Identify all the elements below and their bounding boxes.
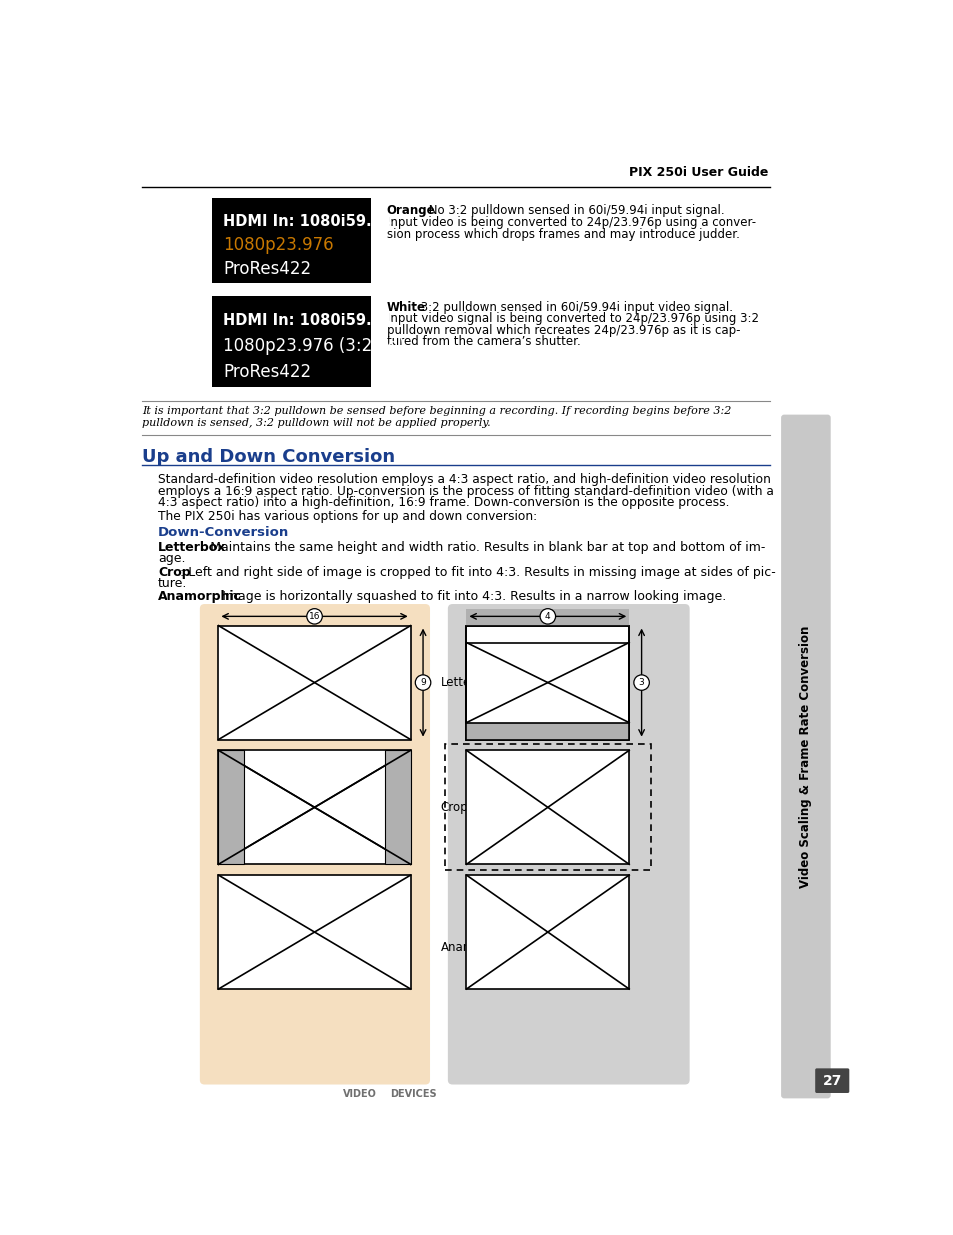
Circle shape — [633, 674, 649, 690]
Bar — [466, 609, 629, 626]
Text: age.: age. — [158, 552, 185, 566]
Text: Crop: Crop — [158, 566, 191, 578]
Text: tured from the camera’s shutter.: tured from the camera’s shutter. — [386, 336, 579, 348]
Circle shape — [539, 609, 555, 624]
Text: : 3:2 pulldown sensed in 60i/59.94i input video signal.: : 3:2 pulldown sensed in 60i/59.94i inpu… — [413, 300, 732, 314]
Bar — [466, 626, 629, 740]
Text: 3: 3 — [639, 678, 644, 687]
Text: 16: 16 — [309, 611, 320, 621]
Text: Up and Down Conversion: Up and Down Conversion — [142, 448, 395, 467]
Bar — [444, 745, 650, 871]
Text: ProRes422: ProRes422 — [223, 259, 311, 278]
Text: 1080p23.976: 1080p23.976 — [223, 236, 334, 254]
FancyBboxPatch shape — [781, 415, 830, 1098]
Bar — [218, 876, 410, 989]
Text: sion process which drops frames and may introduce judder.: sion process which drops frames and may … — [386, 227, 739, 241]
Text: White: White — [386, 300, 425, 314]
Text: Video Scaling & Frame Rate Conversion: Video Scaling & Frame Rate Conversion — [799, 625, 812, 888]
Text: pulldown is sensed, 3:2 pulldown will not be applied properly.: pulldown is sensed, 3:2 pulldown will no… — [142, 417, 491, 427]
Text: employs a 16:9 aspect ratio. Up-conversion is the process of fitting standard-de: employs a 16:9 aspect ratio. Up-conversi… — [158, 484, 773, 498]
Text: Letterbox: Letterbox — [158, 541, 226, 555]
Bar — [212, 296, 371, 387]
Text: Anamorphic: Anamorphic — [440, 941, 512, 953]
Bar — [385, 751, 410, 864]
Bar — [466, 876, 629, 989]
Bar — [212, 199, 371, 283]
Text: ture.: ture. — [158, 577, 187, 590]
Bar — [218, 626, 410, 740]
Text: Down-Conversion: Down-Conversion — [158, 526, 289, 538]
Bar — [466, 642, 629, 722]
FancyBboxPatch shape — [447, 604, 689, 1084]
Text: 1080p23.976 (3:2 pd): 1080p23.976 (3:2 pd) — [223, 337, 405, 354]
Text: Input video is being converted to 24p/23.976p using a conver-: Input video is being converted to 24p/23… — [386, 216, 755, 228]
Bar — [466, 722, 629, 740]
Text: Crop: Crop — [440, 800, 468, 814]
Text: Standard-definition video resolution employs a 4:3 aspect ratio, and high-defini: Standard-definition video resolution emp… — [158, 473, 770, 487]
Circle shape — [307, 609, 322, 624]
Text: VIDEO: VIDEO — [342, 1089, 376, 1099]
Text: DEVICES: DEVICES — [390, 1089, 436, 1099]
Text: ProRes422: ProRes422 — [223, 363, 311, 380]
Circle shape — [415, 674, 431, 690]
Bar — [218, 751, 244, 864]
FancyBboxPatch shape — [199, 604, 430, 1084]
Bar — [466, 751, 629, 864]
Bar — [466, 626, 629, 740]
Text: PIX 250i User Guide: PIX 250i User Guide — [629, 167, 768, 179]
Text: Letterbox: Letterbox — [440, 676, 497, 689]
Text: 4:3 aspect ratio) into a high-definition, 16:9 frame. Down-conversion is the opp: 4:3 aspect ratio) into a high-definition… — [158, 496, 729, 509]
Bar — [218, 751, 410, 864]
Text: It is important that 3:2 pulldown be sensed before beginning a recording. If rec: It is important that 3:2 pulldown be sen… — [142, 406, 731, 416]
Text: Anamorphic: Anamorphic — [158, 590, 242, 603]
Text: 9: 9 — [419, 678, 425, 687]
Text: : Left and right side of image is cropped to fit into 4:3. Results in missing im: : Left and right side of image is croppe… — [180, 566, 776, 578]
Text: : Maintains the same height and width ratio. Results in blank bar at top and bot: : Maintains the same height and width ra… — [202, 541, 764, 555]
Text: : No 3:2 pulldown sensed in 60i/59.94i input signal.: : No 3:2 pulldown sensed in 60i/59.94i i… — [420, 204, 723, 216]
Text: Input video signal is being converted to 24p/23.976p using 3:2: Input video signal is being converted to… — [386, 312, 758, 325]
Text: HDMI In: 1080i59.94: HDMI In: 1080i59.94 — [223, 312, 392, 327]
Text: HDMI In: 1080i59.94: HDMI In: 1080i59.94 — [223, 214, 392, 228]
Text: 27: 27 — [821, 1073, 841, 1088]
Text: Orange: Orange — [386, 204, 435, 216]
Text: : Image is horizontally squashed to fit into 4:3. Results in a narrow looking im: : Image is horizontally squashed to fit … — [213, 590, 725, 603]
FancyBboxPatch shape — [815, 1068, 848, 1093]
Text: 4: 4 — [544, 611, 550, 621]
Text: pulldown removal which recreates 24p/23.976p as it is cap-: pulldown removal which recreates 24p/23.… — [386, 324, 740, 337]
Text: The PIX 250i has various options for up and down conversion:: The PIX 250i has various options for up … — [158, 510, 537, 524]
